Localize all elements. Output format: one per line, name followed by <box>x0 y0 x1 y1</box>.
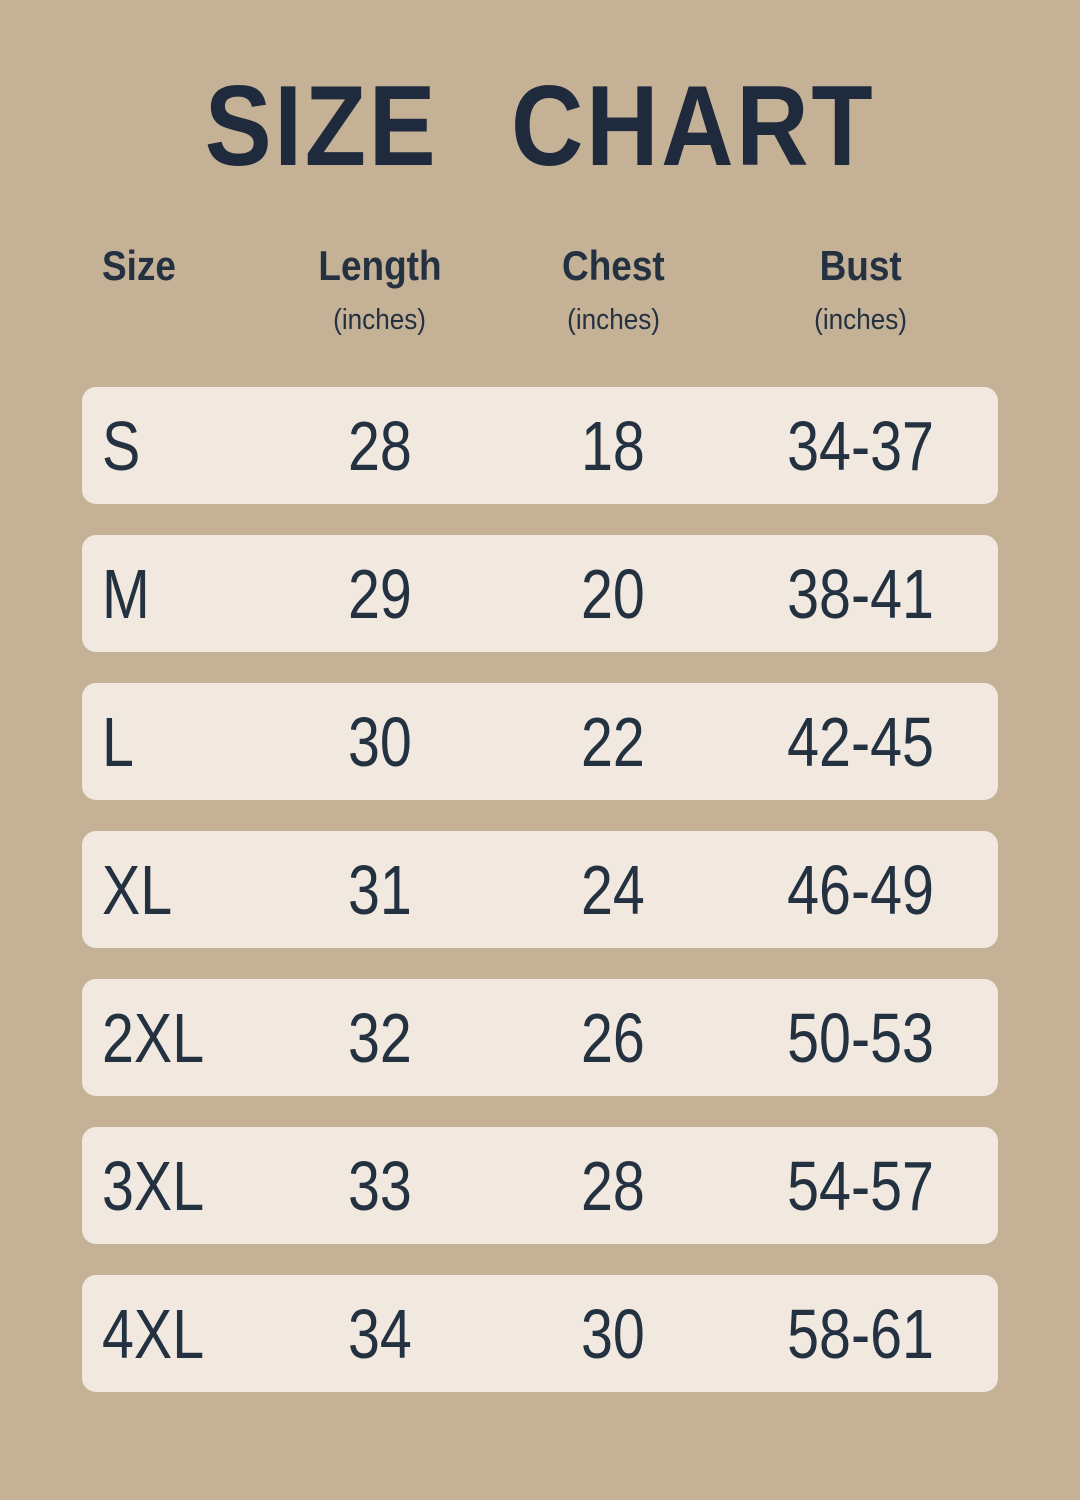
bust-cell: 58-61 <box>723 1294 998 1374</box>
chest-value: 18 <box>581 406 646 485</box>
chest-cell: 28 <box>503 1146 723 1226</box>
chest-cell: 18 <box>503 406 723 486</box>
header-bust-unit: (inches) <box>814 304 907 336</box>
bust-value: 38-41 <box>787 554 934 633</box>
header-chest-label: Chest <box>561 242 665 289</box>
size-cell: M <box>82 554 256 634</box>
chest-value: 26 <box>581 998 646 1077</box>
size-value: M <box>102 554 150 633</box>
table-row-2xl: 2XL 32 26 50-53 <box>82 979 998 1096</box>
bust-value: 54-57 <box>787 1146 934 1225</box>
length-value: 32 <box>347 998 412 1077</box>
chest-cell: 24 <box>503 850 723 930</box>
size-value: S <box>102 406 141 485</box>
bust-cell: 38-41 <box>723 554 998 634</box>
chest-cell: 30 <box>503 1294 723 1374</box>
size-cell: L <box>82 702 256 782</box>
table-row-m: M 29 20 38-41 <box>82 535 998 652</box>
bust-value: 46-49 <box>787 850 934 929</box>
length-value: 31 <box>347 850 412 929</box>
size-value: L <box>102 702 134 781</box>
length-value: 30 <box>347 702 412 781</box>
table-row-l: L 30 22 42-45 <box>82 683 998 800</box>
header-bust: Bust (inches) <box>723 242 998 337</box>
bust-cell: 34-37 <box>723 406 998 486</box>
table-row-4xl: 4XL 34 30 58-61 <box>82 1275 998 1392</box>
chest-value: 28 <box>581 1146 646 1225</box>
size-cell: 2XL <box>82 998 256 1078</box>
page-title: SIZE CHART <box>204 63 876 190</box>
chest-cell: 20 <box>503 554 723 634</box>
size-cell: XL <box>82 850 256 930</box>
size-cell: 4XL <box>82 1294 256 1374</box>
header-chest: Chest (inches) <box>503 242 723 337</box>
header-chest-unit: (inches) <box>566 304 660 336</box>
length-value: 34 <box>347 1294 412 1373</box>
chest-value: 20 <box>581 554 646 633</box>
table-body: S 28 18 34-37 M 29 20 38-41 L 30 22 42-4… <box>82 387 998 1392</box>
size-value: 2XL <box>102 998 205 1077</box>
table-header-row: Size Length (inches) Chest (inches) Bust… <box>82 242 998 337</box>
bust-value: 50-53 <box>787 998 934 1077</box>
size-cell: 3XL <box>82 1146 256 1226</box>
length-cell: 31 <box>256 850 503 930</box>
table-row-s: S 28 18 34-37 <box>82 387 998 504</box>
bust-cell: 46-49 <box>723 850 998 930</box>
length-cell: 34 <box>256 1294 503 1374</box>
header-size-label: Size <box>102 242 176 289</box>
bust-value: 34-37 <box>787 406 934 485</box>
bust-cell: 42-45 <box>723 702 998 782</box>
header-length-unit: (inches) <box>333 304 427 336</box>
length-value: 28 <box>347 406 412 485</box>
size-value: 3XL <box>102 1146 205 1225</box>
length-cell: 29 <box>256 554 503 634</box>
chest-value: 30 <box>581 1294 646 1373</box>
bust-cell: 50-53 <box>723 998 998 1078</box>
header-bust-label: Bust <box>819 242 902 289</box>
length-value: 29 <box>347 554 412 633</box>
length-cell: 33 <box>256 1146 503 1226</box>
length-cell: 30 <box>256 702 503 782</box>
header-size: Size <box>82 242 256 290</box>
size-cell: S <box>82 406 256 486</box>
chest-value: 24 <box>581 850 646 929</box>
header-length-label: Length <box>318 242 442 289</box>
size-table: Size Length (inches) Chest (inches) Bust… <box>82 242 998 1392</box>
chest-value: 22 <box>581 702 646 781</box>
table-row-xl: XL 31 24 46-49 <box>82 831 998 948</box>
table-row-3xl: 3XL 33 28 54-57 <box>82 1127 998 1244</box>
size-value: XL <box>102 850 173 929</box>
chest-cell: 22 <box>503 702 723 782</box>
length-value: 33 <box>347 1146 412 1225</box>
bust-value: 58-61 <box>787 1294 934 1373</box>
chest-cell: 26 <box>503 998 723 1078</box>
bust-cell: 54-57 <box>723 1146 998 1226</box>
bust-value: 42-45 <box>787 702 934 781</box>
length-cell: 32 <box>256 998 503 1078</box>
length-cell: 28 <box>256 406 503 486</box>
header-length: Length (inches) <box>256 242 503 337</box>
size-value: 4XL <box>102 1294 205 1373</box>
